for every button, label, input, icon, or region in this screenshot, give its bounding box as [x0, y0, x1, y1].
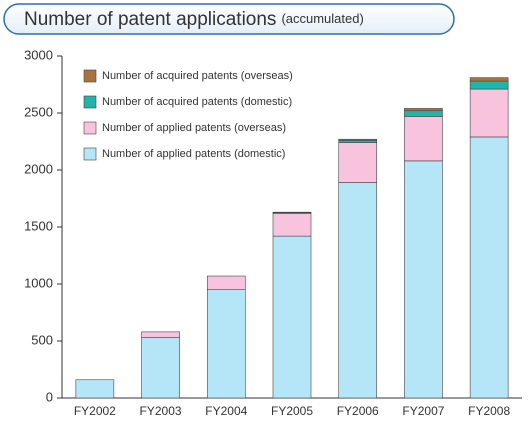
x-tick-label: FY2003	[140, 404, 182, 418]
bar-segment	[469, 88, 509, 138]
x-tick-label: FY2002	[74, 404, 116, 418]
bar-segment	[141, 331, 180, 338]
x-tick-label: FY2005	[271, 404, 313, 418]
bar-segment	[404, 116, 443, 162]
bar-segment	[469, 136, 509, 399]
y-tick-label: 3000	[24, 47, 53, 62]
legend-label: Number of applied patents (domestic)	[102, 148, 285, 160]
bar-segment	[469, 80, 509, 90]
legend-swatch	[83, 121, 97, 135]
title-box	[3, 3, 455, 35]
bar-segment	[206, 275, 246, 290]
bar-segment	[272, 213, 312, 237]
bar-segment	[404, 110, 443, 117]
bar-segment	[404, 160, 443, 399]
x-tick-label: FY2008	[468, 404, 510, 418]
title-main: Number of patent applications	[24, 9, 276, 30]
y-tick-label: 500	[31, 332, 53, 347]
x-tick-label: FY2007	[402, 404, 444, 418]
title-note: (accumulated)	[281, 11, 363, 26]
chart-title: Number of patent applications (accumulate…	[24, 9, 364, 30]
x-tick-label: FY2006	[337, 404, 379, 418]
bar-segment	[338, 138, 378, 141]
legend-label: Number of acquired patents (overseas)	[102, 70, 293, 82]
y-tick-label: 2500	[24, 104, 53, 119]
legend-swatch	[83, 95, 97, 109]
bar-segment	[141, 337, 180, 399]
bar-segment	[338, 142, 378, 183]
legend-label: Number of applied patents (overseas)	[102, 122, 286, 134]
bar-segment	[272, 211, 312, 214]
y-tick-label: 1500	[24, 218, 53, 233]
legend-swatch	[83, 69, 97, 83]
bar-segment	[75, 379, 115, 399]
legend-label: Number of acquired patents (domestic)	[102, 96, 292, 108]
bar-segment	[404, 108, 443, 112]
x-tick-label: FY2004	[205, 404, 247, 418]
legend-swatch	[83, 147, 97, 161]
y-tick-label: 2000	[24, 161, 53, 176]
bar-segment	[206, 289, 246, 399]
bar-segment	[469, 77, 509, 82]
y-tick-label: 1000	[24, 275, 53, 290]
bar-segment	[338, 140, 378, 143]
y-tick-label: 0	[46, 389, 53, 404]
bar-segment	[272, 235, 312, 399]
bar-segment	[338, 182, 378, 399]
